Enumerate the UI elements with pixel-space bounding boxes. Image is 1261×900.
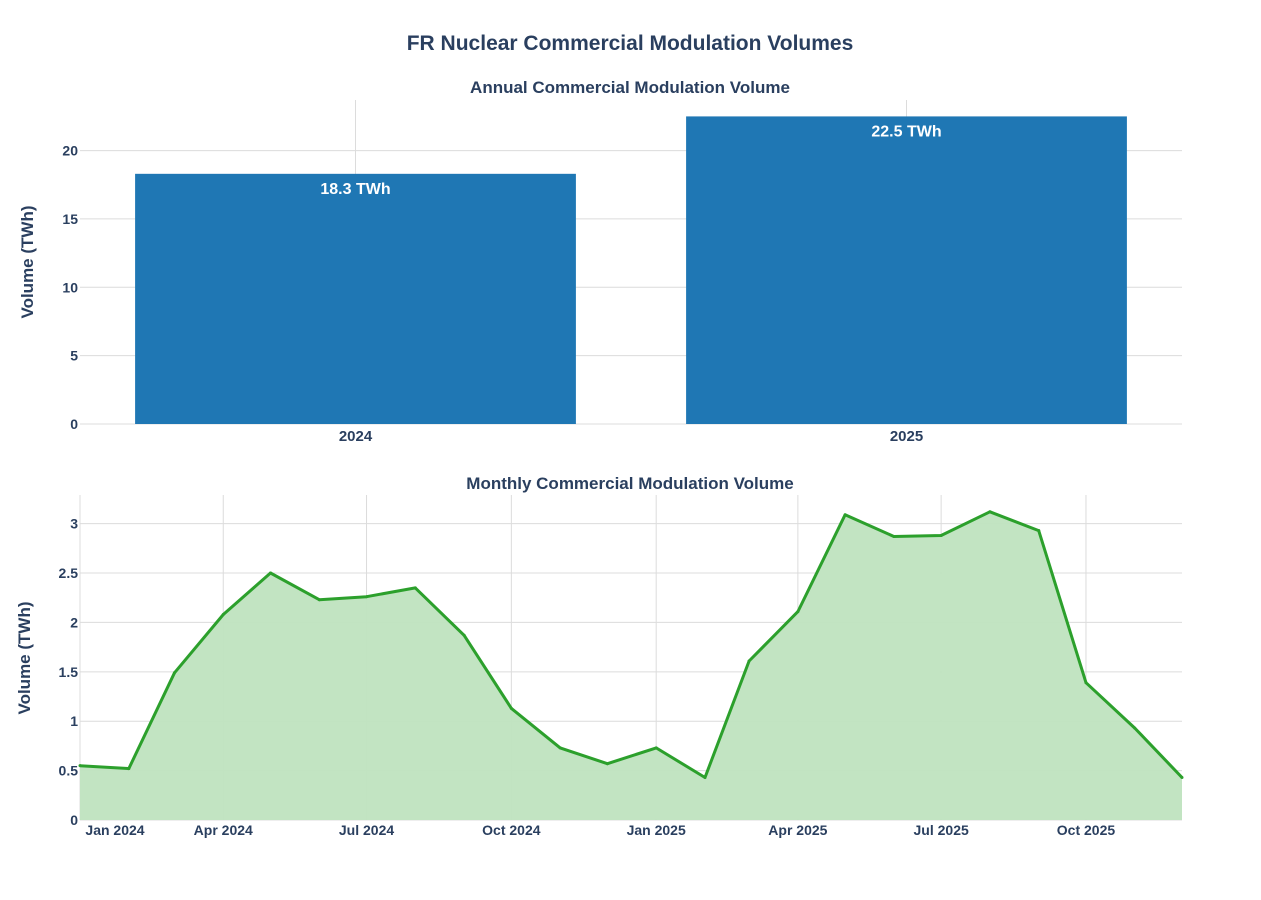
annual-x-ticks: 2024 2025 (339, 428, 923, 445)
monthly-y-tick-label: 0 (70, 812, 78, 828)
annual-chart-title: Annual Commercial Modulation Volume (470, 78, 790, 97)
annual-chart: Annual Commercial Modulation Volume 18.3… (18, 78, 1182, 445)
monthly-x-tick-label: Oct 2025 (1057, 822, 1116, 838)
monthly-x-tick-label: Oct 2024 (482, 822, 541, 838)
monthly-x-tick-label: Apr 2024 (194, 822, 253, 838)
figure-title: FR Nuclear Commercial Modulation Volumes (407, 32, 854, 55)
annual-y-tick-label: 0 (70, 416, 78, 432)
monthly-point-2025-02 (703, 776, 707, 780)
monthly-point-2025-07 (939, 534, 943, 538)
monthly-x-ticks: Jan 2024 Apr 2024 Jul 2024 Oct 2024 Jan 2025… (85, 822, 1115, 838)
monthly-series-line (79, 510, 1184, 779)
monthly-point-2025-05 (843, 513, 847, 517)
monthly-point-2025-06 (892, 534, 896, 538)
monthly-point-2024-10 (509, 706, 513, 710)
annual-x-tick-label: 2025 (890, 428, 923, 445)
annual-y-tick-label: 15 (62, 211, 78, 227)
bar-2024 (135, 173, 576, 424)
monthly-point-2024-05 (268, 571, 272, 575)
monthly-point-2024-11 (558, 746, 562, 750)
monthly-point-2024-08 (413, 586, 417, 590)
bar-label-2025: 22.5 TWh (871, 123, 941, 140)
annual-y-ticks: 0 5 10 15 20 (62, 143, 78, 432)
bar-2025 (686, 116, 1127, 424)
annual-y-tick-label: 20 (62, 143, 78, 159)
monthly-point-2024-07 (365, 595, 369, 599)
monthly-point-2024-06 (317, 598, 321, 602)
monthly-point-2024-09 (462, 633, 466, 637)
monthly-point-2025-08 (988, 510, 992, 514)
monthly-y-tick-label: 0.5 (59, 763, 79, 779)
monthly-point-2025-04 (796, 610, 800, 614)
monthly-y-axis-title: Volume (TWh) (15, 602, 34, 715)
monthly-area-fill (80, 511, 1182, 820)
monthly-point-2025-09 (1037, 529, 1041, 533)
bar-label-2024: 18.3 TWh (320, 181, 390, 198)
monthly-chart: Monthly Commercial Modulation Volume 0 0.… (15, 474, 1184, 838)
monthly-point-2025-11 (1133, 726, 1137, 730)
monthly-point-2024-01 (78, 764, 82, 768)
monthly-chart-title: Monthly Commercial Modulation Volume (466, 474, 793, 493)
monthly-point-2025-10 (1084, 681, 1088, 685)
monthly-point-2024-12 (605, 762, 609, 766)
monthly-y-tick-label: 1.5 (59, 664, 79, 680)
monthly-y-tick-label: 1 (70, 713, 78, 729)
monthly-point-2024-02 (127, 767, 131, 771)
monthly-y-tick-label: 2.5 (59, 565, 79, 581)
monthly-y-tick-label: 3 (70, 516, 78, 532)
monthly-y-tick-label: 2 (70, 614, 78, 630)
monthly-x-tick-label: Jan 2025 (627, 822, 686, 838)
annual-y-tick-label: 10 (62, 279, 78, 295)
monthly-x-tick-label: Jan 2024 (85, 822, 144, 838)
monthly-point-2025-03 (747, 659, 751, 663)
monthly-point-2024-04 (221, 613, 225, 617)
monthly-y-ticks: 0 0.5 1 1.5 2 2.5 3 (59, 516, 79, 828)
annual-y-tick-label: 5 (70, 348, 78, 364)
monthly-x-tick-label: Apr 2025 (768, 822, 827, 838)
monthly-x-tick-label: Jul 2024 (339, 822, 394, 838)
monthly-point-2024-03 (172, 671, 176, 675)
annual-bars: 18.3 TWh 22.5 TWh (135, 116, 1127, 424)
annual-y-axis-title: Volume (TWh) (18, 206, 37, 319)
monthly-points (78, 510, 1184, 780)
monthly-point-2025-01 (654, 746, 658, 750)
monthly-x-tick-label: Jul 2025 (914, 822, 969, 838)
annual-x-tick-label: 2024 (339, 428, 373, 445)
monthly-point-2025-12 (1180, 776, 1184, 780)
